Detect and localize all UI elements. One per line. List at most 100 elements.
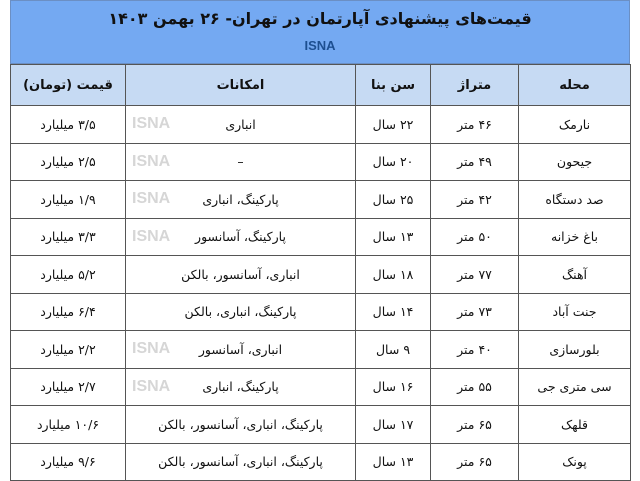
cell-building-age: ۱۸ سال [355,255,431,294]
cell-value: ۲۲ سال [372,116,414,132]
cell-value: ۹/۶ میلیارد [40,454,96,470]
table-row: سی متری جی ۵۵ متر ۱۶ سال ISNA پارکینگ، انبار… [10,367,631,406]
watermark: ISNA [132,190,171,207]
cell-building-age: ۹ سال [355,330,431,369]
cell-value: ۶۵ متر [457,416,492,432]
cell-value: ۱۳ سال [372,454,414,470]
cell-neighborhood: پونک [518,442,631,481]
cell-price: ۳/۵ میلیارد [10,105,126,144]
header-row: محله متراژ سن بنا امکانات قیمت (تومان) [10,64,631,106]
cell-price: ۱/۹ میلیارد [10,180,126,219]
cell-value: ۱۰/۶ میلیارد [36,416,100,432]
cell-amenities: ISNA انباری، آسانسور [125,330,356,369]
table-row: صد دستگاه ۴۲ متر ۲۵ سال ISNA پارکینگ، انباری… [10,180,631,219]
cell-value: پارکینگ، انباری، بالکن [184,304,297,320]
cell-value: ۱۸ سال [372,266,414,282]
cell-value: ۴۲ متر [457,191,492,207]
brand-label: ISNA [304,38,336,53]
cell-value: پارکینگ، انباری، آسانسور، بالکن [158,416,323,432]
cell-price: ۲/۷ میلیارد [10,367,126,406]
cell-value: پونک [562,454,587,470]
cell-value: قلهک [560,416,589,432]
title-banner: قیمت‌های پیشنهادی آپارتمان در تهران- ۲۶ … [10,0,630,64]
cell-value: پارکینگ، انباری [202,379,279,395]
cell-price: ۵/۲ میلیارد [10,255,126,294]
cell-value: پارکینگ، انباری، آسانسور، بالکن [158,454,323,470]
cell-amenities: ISNA انباری [125,105,356,144]
cell-value: ۱۴ سال [372,304,414,320]
cell-building-age: ۱۳ سال [355,217,431,256]
cell-value: ۷۷ متر [457,266,492,282]
cell-value: ۲/۷ میلیارد [40,379,96,395]
cell-value: ۵۵ متر [457,379,492,395]
cell-area: ۵۵ متر [430,367,519,406]
watermark: ISNA [132,115,171,132]
cell-value: جنت آباد [552,304,597,320]
cell-value: ۳/۵ میلیارد [40,116,96,132]
cell-neighborhood: قلهک [518,405,631,444]
column-header-building-age: سن بنا [355,64,431,106]
cell-value: انباری [225,116,256,132]
cell-value: – [237,154,244,170]
table-row: پونک ۶۵ متر ۱۳ سال پارکینگ، انباری، آسانسور… [10,442,631,481]
cell-value: ۱/۹ میلیارد [40,191,96,207]
cell-value: انباری، آسانسور [198,341,283,357]
cell-area: ۴۰ متر [430,330,519,369]
cell-value: پارکینگ، آسانسور [195,229,286,245]
cell-value: انباری، آسانسور، بالکن [181,266,300,282]
cell-area: ۴۲ متر [430,180,519,219]
cell-amenities: پارکینگ، انباری، بالکن [125,292,356,331]
cell-value: ۲۰ سال [372,154,414,170]
cell-area: ۴۶ متر [430,105,519,144]
table-row: قلهک ۶۵ متر ۱۷ سال پارکینگ، انباری، آسانسور… [10,405,631,444]
cell-value: ۴۰ متر [457,341,492,357]
table-row: بلورسازی ۴۰ متر ۹ سال ISNA انباری، آسانسور ۲/… [10,330,631,369]
cell-value: ۷۳ متر [457,304,492,320]
cell-value: ۲/۲ میلیارد [40,341,96,357]
cell-neighborhood: سی متری جی [518,367,631,406]
cell-value: ۵/۲ میلیارد [40,266,96,282]
cell-building-age: ۱۳ سال [355,442,431,481]
cell-value: باغ خزانه [551,229,598,245]
cell-value: سی متری جی [537,379,612,395]
cell-value: ۳/۳ میلیارد [40,229,96,245]
cell-value: نارمک [558,116,591,132]
cell-value: ۶۵ متر [457,454,492,470]
cell-area: ۴۹ متر [430,142,519,181]
cell-value: پارکینگ، انباری [202,191,279,207]
watermark: ISNA [132,152,171,170]
watermark: ISNA [132,377,171,395]
cell-building-age: ۲۰ سال [355,142,431,181]
cell-price: ۲/۵ میلیارد [10,142,126,181]
cell-neighborhood: جیحون [518,142,631,181]
table-row: آهنگ ۷۷ متر ۱۸ سال انباری، آسانسور، بالکن ۵/… [10,255,631,294]
cell-value: ۴۹ متر [457,154,492,170]
cell-value: ۹ سال [375,341,411,357]
table-row: جیحون ۴۹ متر ۲۰ سال ISNA – ۲/۵ میلیارد [10,142,631,181]
cell-value: بلورسازی [549,341,600,357]
cell-value: ۱۳ سال [372,229,414,245]
cell-amenities: ISNA پارکینگ، آسانسور [125,217,356,256]
cell-price: ۹/۶ میلیارد [10,442,126,481]
column-header-area: متراژ [430,64,519,106]
cell-amenities: پارکینگ، انباری، آسانسور، بالکن [125,442,356,481]
cell-neighborhood: بلورسازی [518,330,631,369]
cell-amenities: ISNA پارکینگ، انباری [125,180,356,219]
cell-area: ۷۷ متر [430,255,519,294]
cell-neighborhood: جنت آباد [518,292,631,331]
page-title: قیمت‌های پیشنهادی آپارتمان در تهران- ۲۶ … [108,9,532,28]
cell-value: ۱۶ سال [372,379,414,395]
cell-price: ۳/۳ میلیارد [10,217,126,256]
cell-value: جیحون [556,154,593,170]
cell-area: ۶۵ متر [430,442,519,481]
cell-value: ۵۰ متر [457,229,492,245]
cell-building-age: ۱۴ سال [355,292,431,331]
cell-neighborhood: نارمک [518,105,631,144]
watermark: ISNA [132,227,171,245]
column-header-price: قیمت (تومان) [10,64,126,106]
column-header-neighborhood: محله [518,64,631,106]
cell-price: ۱۰/۶ میلیارد [10,405,126,444]
cell-value: ۶/۴ میلیارد [40,304,96,320]
cell-building-age: ۲۵ سال [355,180,431,219]
column-header-amenities: امکانات [125,64,356,106]
